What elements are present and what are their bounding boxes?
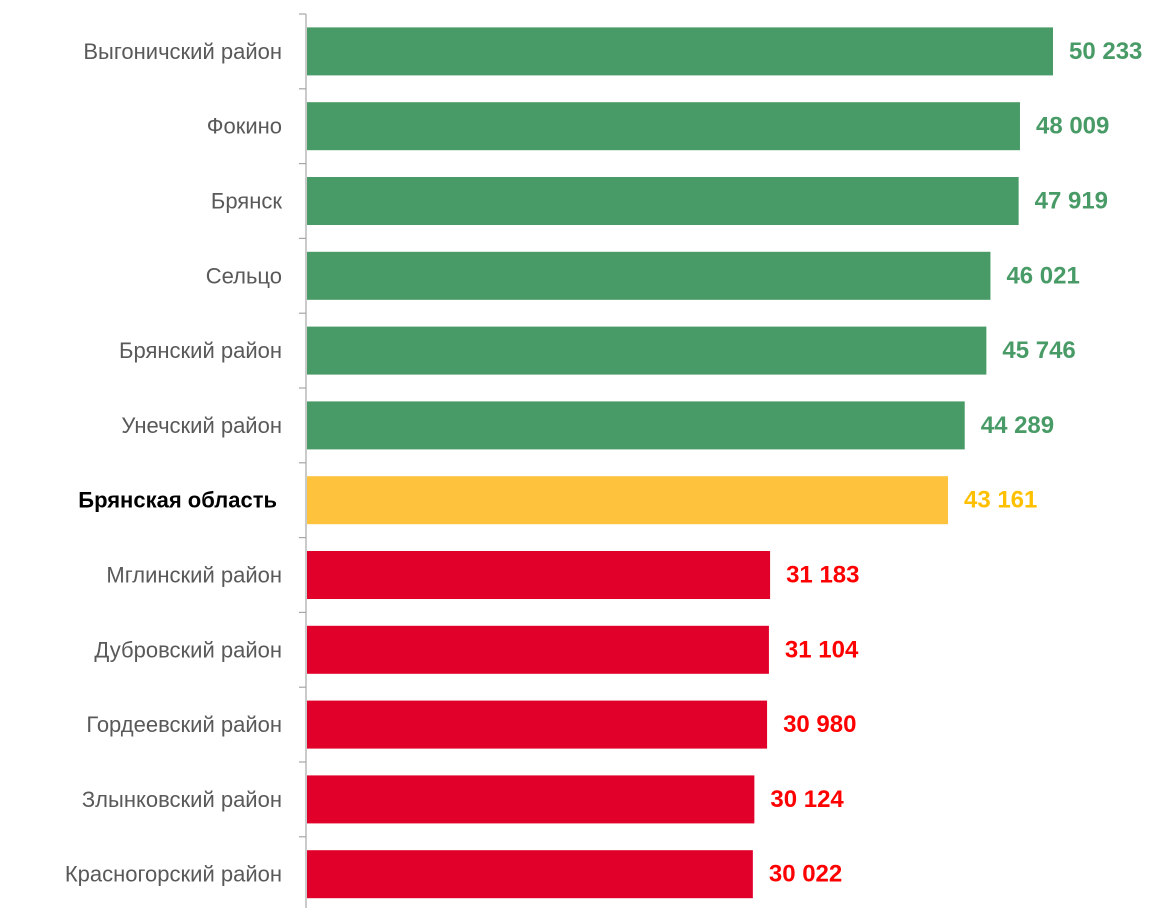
category-labels: Выгоничский район Фокино Брянск Сельцо Брянс… bbox=[65, 39, 283, 887]
category-label: Фокино bbox=[207, 114, 282, 139]
bar bbox=[307, 625, 769, 674]
value-label: 30 022 bbox=[769, 861, 842, 888]
bar bbox=[307, 401, 965, 450]
value-label: 46 021 bbox=[1006, 262, 1079, 289]
value-label: 30 124 bbox=[770, 786, 844, 813]
value-label: 44 289 bbox=[981, 412, 1054, 439]
value-label: 43 161 bbox=[964, 487, 1037, 514]
category-label: Гордеевский район bbox=[86, 712, 282, 737]
category-label: Унечский район bbox=[121, 413, 282, 438]
category-label: Красногорский район bbox=[65, 862, 282, 887]
value-labels: 50 233 48 009 47 919 46 021 45 746 44 289 43 1… bbox=[769, 38, 1143, 888]
bar bbox=[307, 850, 753, 899]
bar bbox=[307, 177, 1019, 225]
category-label: Брянск bbox=[211, 189, 282, 214]
category-label: Брянская область bbox=[78, 488, 277, 513]
y-axis bbox=[299, 13, 307, 908]
bar bbox=[307, 700, 768, 749]
value-label: 30 980 bbox=[783, 711, 856, 738]
bar bbox=[307, 102, 1020, 151]
value-label: 50 233 bbox=[1069, 38, 1142, 65]
category-label: Злынковский район bbox=[82, 787, 282, 812]
bar bbox=[307, 775, 755, 824]
category-label: Брянский район bbox=[119, 338, 282, 363]
category-label: Мглинский район bbox=[106, 563, 282, 588]
bar bbox=[307, 27, 1053, 76]
value-label: 48 009 bbox=[1036, 113, 1109, 140]
value-label: 45 746 bbox=[1002, 337, 1075, 364]
bar bbox=[307, 551, 771, 599]
category-label: Выгоничский район bbox=[83, 39, 282, 64]
bar bbox=[307, 251, 991, 300]
bars bbox=[307, 27, 1053, 899]
value-label: 31 183 bbox=[786, 562, 859, 589]
value-label: 31 104 bbox=[785, 636, 859, 663]
category-label: Дубровский район bbox=[94, 637, 282, 662]
bar bbox=[307, 326, 987, 375]
bar bbox=[307, 476, 948, 525]
value-label: 47 919 bbox=[1035, 188, 1108, 215]
category-label: Сельцо bbox=[206, 263, 282, 288]
